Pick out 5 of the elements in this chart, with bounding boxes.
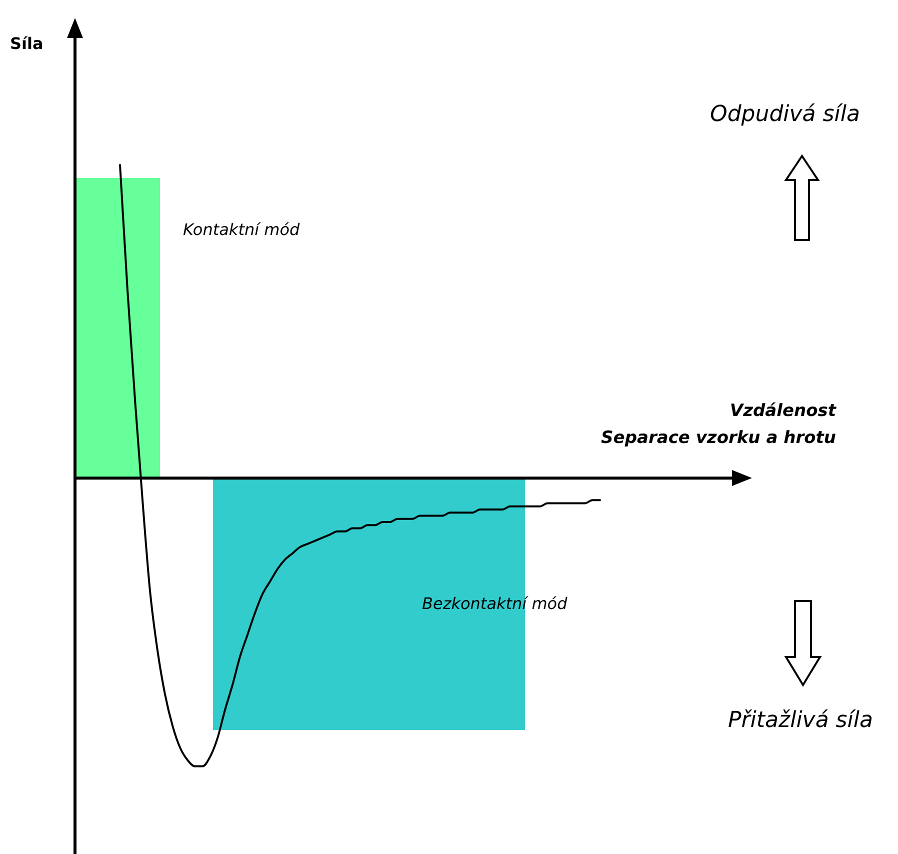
- x-axis-title: Vzdálenost Separace vzorku a hrotu: [601, 400, 836, 450]
- annotation: Přitažlivá síla: [728, 708, 873, 733]
- text: Odpudivá síla: [710, 102, 860, 127]
- annotation: Kontaktní mód: [183, 220, 300, 239]
- text: Síla: [10, 34, 44, 53]
